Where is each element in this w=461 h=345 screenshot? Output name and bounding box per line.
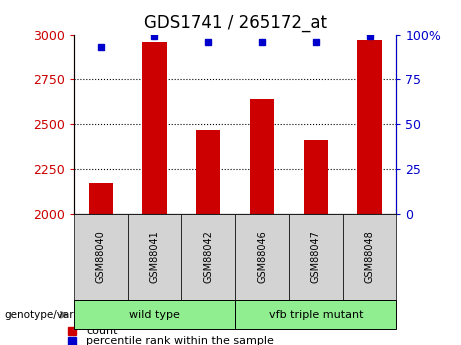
Text: GSM88046: GSM88046 bbox=[257, 231, 267, 283]
Text: GSM88041: GSM88041 bbox=[149, 231, 160, 283]
Bar bbox=[304, 140, 328, 214]
Text: GSM88040: GSM88040 bbox=[95, 231, 106, 283]
Bar bbox=[89, 184, 113, 214]
Bar bbox=[357, 40, 382, 214]
Text: GSM88047: GSM88047 bbox=[311, 230, 321, 284]
Text: count: count bbox=[86, 326, 118, 336]
Text: percentile rank within the sample: percentile rank within the sample bbox=[86, 336, 274, 345]
Bar bbox=[142, 42, 166, 214]
Bar bbox=[250, 99, 274, 214]
Text: GSM88042: GSM88042 bbox=[203, 230, 213, 284]
Text: wild type: wild type bbox=[129, 310, 180, 320]
Title: GDS1741 / 265172_at: GDS1741 / 265172_at bbox=[144, 14, 326, 32]
Bar bbox=[196, 130, 220, 214]
Text: vfb triple mutant: vfb triple mutant bbox=[269, 310, 363, 320]
Text: GSM88048: GSM88048 bbox=[365, 231, 375, 283]
Text: genotype/variation: genotype/variation bbox=[5, 310, 104, 320]
